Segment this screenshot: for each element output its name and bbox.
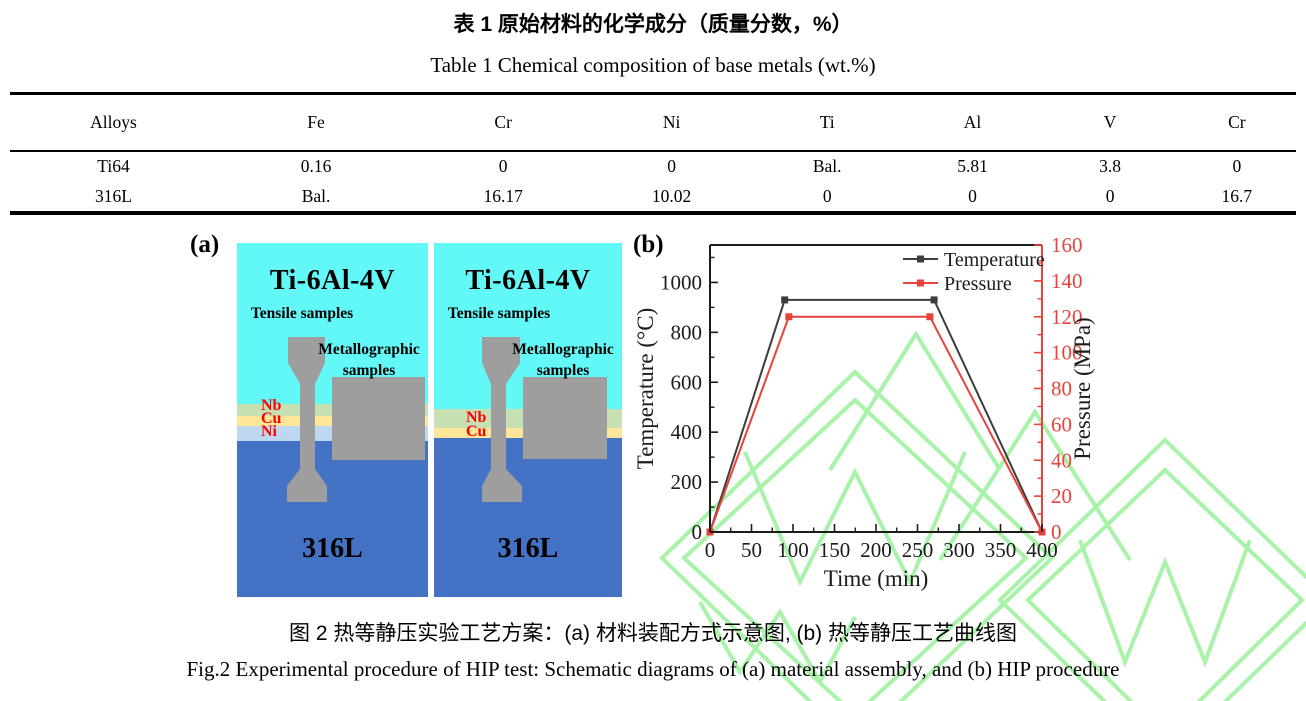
legend-marker-pressure: [917, 279, 924, 287]
table-cell: 0.16: [300, 156, 332, 176]
table-cell: Bal.: [301, 185, 331, 206]
table-cell: 5.81: [957, 156, 988, 176]
series-line-temperature: [709, 298, 1043, 533]
y-right-tick-label: 60: [1051, 412, 1072, 436]
y-right-tick-label: 40: [1051, 448, 1072, 472]
data-marker-temperature: [930, 296, 938, 304]
table-cell: 0: [968, 185, 977, 206]
figure-caption-en: Fig.2 Experimental procedure of HIP test…: [186, 657, 1120, 681]
steel-label: 316L: [497, 533, 559, 564]
table-cell: 0: [498, 156, 508, 176]
figure-label-b: (b): [633, 231, 664, 258]
assembly-panel-2: Ti-6Al-4V Tensile samples Metallographic…: [434, 243, 622, 597]
figure-caption-zh: 图 2 热等静压实验工艺方案：(a) 材料装配方式示意图, (b) 热等静压工艺…: [288, 622, 1017, 645]
data-marker-temperature: [781, 296, 789, 304]
composition-table: Alloys Fe Cr Ni Ti Al V Cr Ti64 0.16 0 0 Bal. 5.81 3.…: [10, 92, 1296, 215]
tensile-sample-shape: [482, 337, 522, 502]
ti64-label: Ti-6Al-4V: [269, 265, 396, 296]
table-cell: 0: [822, 185, 832, 206]
table-cell: 10.02: [651, 185, 692, 206]
column-header: Cr: [494, 111, 512, 132]
ti64-label: Ti-6Al-4V: [465, 265, 591, 296]
table-body: Ti64 0.16 0 0 Bal. 5.81 3.8 0 316L Bal. 16.17 10.02…: [10, 151, 1296, 213]
tensile-sample-shape: [287, 337, 327, 502]
column-header: Ti: [819, 111, 835, 132]
y-left-tick-label: 600: [671, 370, 703, 394]
x-tick-label: 0: [705, 538, 716, 562]
metallographic-samples-label: Metallographic samples: [512, 341, 614, 379]
steel-region: [237, 441, 428, 597]
y-right-tick-label: 20: [1051, 484, 1072, 508]
y-right-tick-label: 160: [1051, 233, 1083, 257]
nb-label: Nb: [261, 397, 282, 414]
x-tick-label: 50: [741, 538, 762, 562]
table-cell: 0: [667, 156, 676, 176]
table-cell: 3.8: [1099, 156, 1122, 176]
column-header: Alloys: [90, 111, 137, 132]
column-header: Ni: [662, 111, 681, 132]
y-left-tick-label: 200: [671, 470, 703, 494]
table-cell: Bal.: [812, 156, 842, 176]
table-row: Ti64 0.16 0 0 Bal. 5.81 3.8 0: [10, 151, 1296, 182]
x-tick-label: 300: [943, 538, 975, 562]
tensile-samples-label: Tensile samples: [250, 305, 354, 322]
data-marker-pressure: [785, 313, 793, 321]
table-cell: Ti64: [97, 156, 130, 176]
y-axis-left-title: Temperature (°C): [633, 308, 658, 469]
legend-label-temperature: Temperature: [944, 249, 1045, 271]
tensile-samples-label: Tensile samples: [447, 305, 551, 322]
metallographic-sample-shape: [332, 377, 425, 460]
table-row: 316L Bal. 16.17 10.02 0 0 0 16.7: [10, 182, 1296, 213]
column-header: Al: [963, 111, 982, 132]
legend-marker-temperature: [917, 255, 924, 263]
table-cell: 16.7: [1221, 185, 1253, 206]
y-left-tick-label: 1000: [660, 270, 702, 294]
steel-label: 316L: [302, 533, 363, 564]
figure-label-a: (a): [190, 231, 220, 258]
metallographic-sample-shape: [523, 377, 607, 459]
x-axis-title: Time (min): [824, 566, 929, 591]
x-tick-label: 100: [777, 538, 809, 562]
legend-label-pressure: Pressure: [944, 273, 1012, 295]
hip-procedure-chart: 0 50 100 150 200 250 300 350 4000200400600800100…: [633, 233, 1095, 591]
table-header-row: Alloys Fe Cr Ni Ti Al V Cr: [10, 94, 1296, 151]
table-cell: 316L: [95, 185, 132, 206]
column-header: V: [1103, 111, 1117, 132]
x-tick-label: 200: [860, 538, 892, 562]
y-left-tick-label: 0: [692, 520, 703, 544]
table-cell: 16.17: [483, 185, 523, 206]
table-cell: 0: [1232, 156, 1242, 176]
y-axis-right-title: Pressure (MPa): [1070, 317, 1095, 459]
cu-label: Cu: [466, 423, 487, 440]
table-header: Alloys Fe Cr Ni Ti Al V Cr: [10, 94, 1296, 151]
y-right-tick-label: 0: [1051, 520, 1062, 544]
y-right-tick-label: 80: [1051, 377, 1072, 401]
table-title-zh: 表 1 原始材料的化学成分（质量分数，%）: [453, 13, 853, 36]
y-left-tick-label: 800: [671, 320, 703, 344]
x-tick-label: 250: [902, 538, 934, 562]
ni-label: Ni: [261, 423, 277, 440]
table-title-en: Table 1 Chemical composition of base met…: [430, 53, 876, 77]
table-cell: 0: [1105, 185, 1115, 206]
cu-label: Cu: [261, 410, 282, 427]
y-right-tick-label: 120: [1051, 305, 1083, 329]
column-header: Fe: [307, 111, 325, 132]
y-right-tick-label: 140: [1051, 269, 1083, 293]
x-tick-label: 350: [985, 538, 1017, 562]
data-marker-pressure: [926, 313, 934, 321]
y-left-tick-label: 400: [671, 420, 703, 444]
steel-region: [434, 438, 622, 597]
metallographic-samples-label: Metallographic samples: [318, 341, 420, 379]
nb-label: Nb: [466, 409, 487, 426]
y-right-tick-label: 100: [1051, 341, 1083, 365]
x-tick-label: 150: [819, 538, 851, 562]
column-header: Cr: [1228, 111, 1246, 132]
assembly-panel-1: Ti-6Al-4V Tensile samples Metallographic…: [237, 243, 428, 597]
